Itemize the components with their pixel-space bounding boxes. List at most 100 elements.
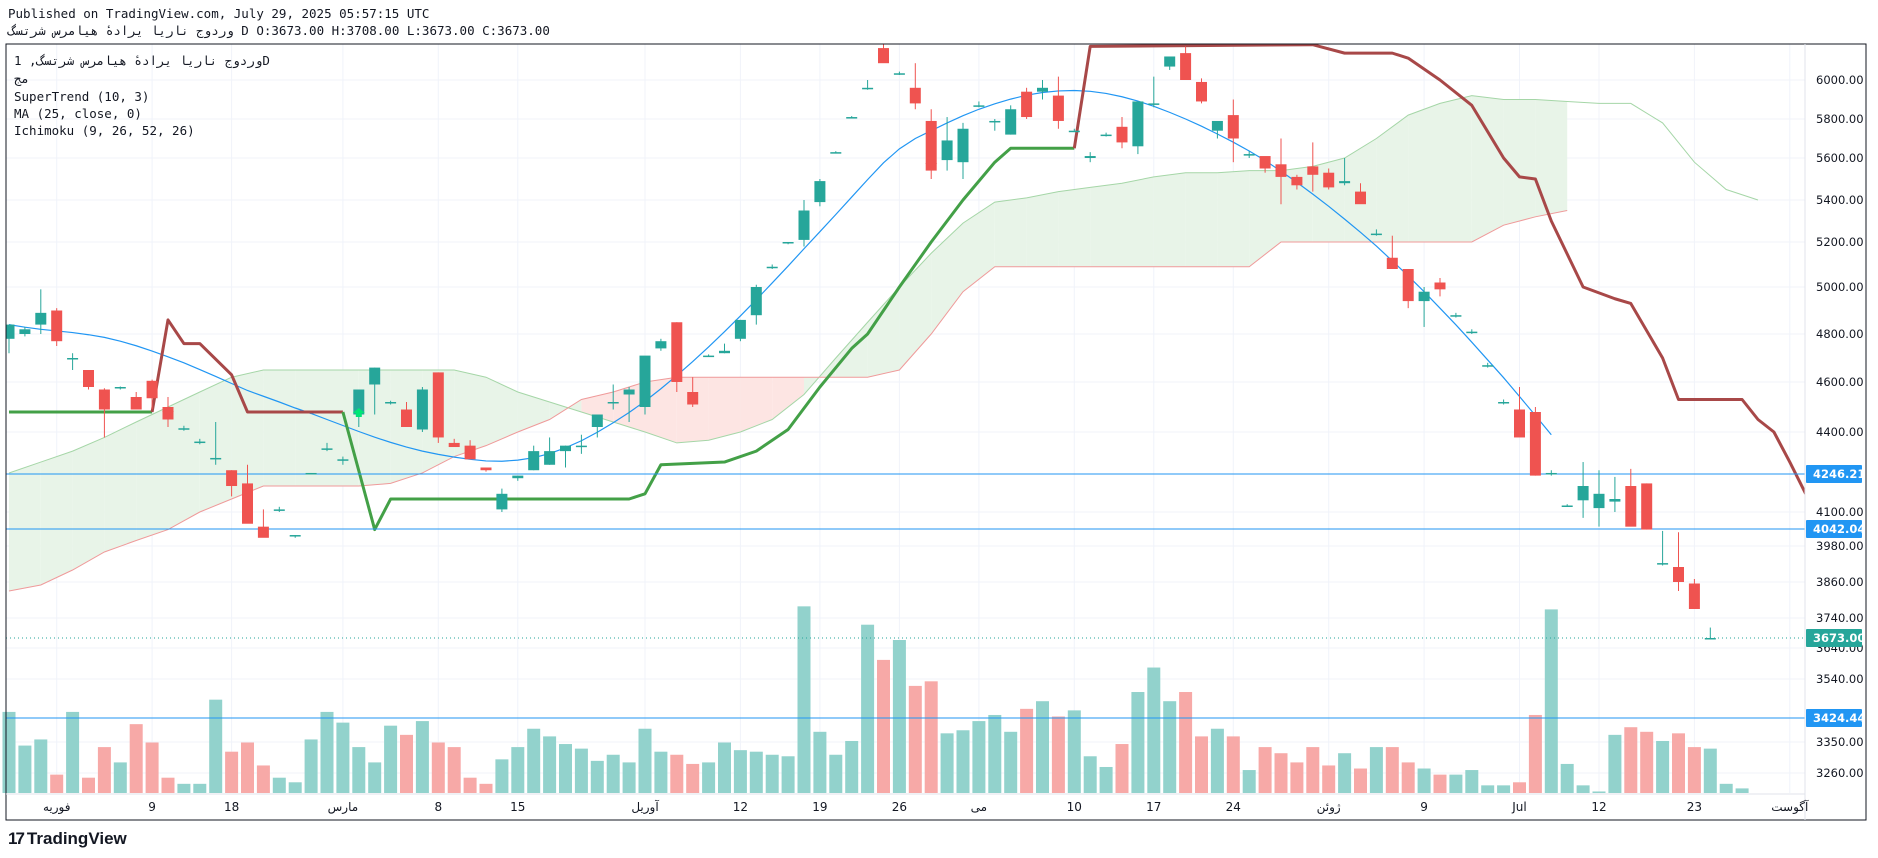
tradingview-logo-icon: 17 (8, 829, 25, 848)
volume-bar (225, 751, 239, 793)
time-tick-label: آگوست (1771, 799, 1809, 815)
volume-bar (1703, 748, 1717, 793)
candle-body (1545, 472, 1557, 475)
candle-body (1450, 315, 1462, 317)
candle-body (687, 392, 699, 405)
cloud-segment (454, 370, 486, 457)
candle-body (273, 509, 285, 511)
price-label-badge (1806, 709, 1862, 727)
candle-body (1498, 402, 1510, 404)
candle-body (1355, 191, 1366, 205)
cloud-segment (295, 370, 327, 487)
volume-bar (1656, 740, 1670, 793)
candle-body (1052, 95, 1064, 121)
cloud-segment (168, 392, 200, 530)
volume-bar (1687, 747, 1701, 793)
volume-bar (1210, 728, 1224, 793)
cloud-segment (358, 370, 391, 487)
candle-body (1005, 109, 1017, 135)
legend-ichimoku[interactable]: Ichimoku (9, 26, 52, 26) (14, 123, 195, 138)
volume-bar (733, 750, 747, 793)
candle-body (1291, 176, 1303, 186)
candle-body (1037, 87, 1048, 92)
volume-bar (1385, 747, 1399, 793)
candle-body (51, 310, 63, 342)
volume-bar (1179, 692, 1193, 793)
candle-body (1625, 486, 1637, 527)
volume-bar (320, 711, 334, 793)
cloud-segment (1217, 170, 1250, 267)
candle-body (973, 105, 985, 107)
candle-body (369, 367, 381, 385)
time-tick-label: 19 (812, 800, 827, 814)
time-tick-label: 12 (733, 800, 748, 814)
candle-body (1561, 505, 1573, 508)
tradingview-brand[interactable]: 17 TradingView (8, 829, 127, 849)
volume-bar (1147, 667, 1161, 793)
candle-body (750, 287, 762, 316)
volume-bar (2, 711, 16, 793)
time-axis: فوریه 9 18 مارس 8 15 آوریل 12 19 26 می 10 17 24 ژوئن 9 J… (43, 799, 1809, 815)
sell-signal-icon (925, 159, 938, 168)
volume-bar (431, 742, 445, 793)
candle-body (1116, 126, 1128, 143)
candle-body (830, 152, 842, 154)
candle-body (496, 493, 508, 510)
volume-bar (1497, 785, 1511, 793)
candle-body (862, 87, 874, 90)
volume-bar (1560, 763, 1574, 793)
volume-bar (1401, 762, 1415, 793)
cloud-segment (1535, 99, 1568, 217)
legend-exchange: مج (14, 71, 30, 86)
volume-bar (749, 751, 763, 793)
volume-bar (1020, 708, 1034, 793)
volume-bar (877, 659, 890, 793)
volume-bar (368, 762, 382, 793)
volume-bar (511, 747, 525, 793)
cloud-segment (263, 370, 296, 487)
volume-bar (113, 762, 127, 793)
cloud-segment (517, 392, 550, 432)
volume-bar (129, 724, 143, 793)
candle-body (560, 445, 571, 452)
legend-supertrend[interactable]: SuperTrend (10, 3) (14, 89, 150, 104)
volume-bar (18, 745, 32, 793)
cloud-segment (1185, 172, 1218, 267)
volume-bar (1513, 782, 1526, 793)
candle-body (1164, 56, 1176, 67)
supertrend-line (341, 146, 1075, 532)
sell-signal-icon (162, 407, 174, 416)
volume-bar (988, 714, 1002, 793)
volume-bar (34, 739, 48, 793)
volume-bar (813, 731, 827, 793)
candle-body (893, 73, 905, 75)
ichimoku-span-b (8, 210, 1568, 592)
candle-body (814, 181, 826, 203)
cloud-segment (740, 377, 773, 432)
candle-body (1132, 101, 1144, 147)
volume-bar (447, 747, 461, 793)
price-label-badge (1806, 629, 1862, 647)
time-tick-label: 10 (1067, 800, 1082, 814)
time-tick-label: 24 (1226, 800, 1241, 814)
cloud-segment (9, 462, 41, 591)
cloud-segment (1058, 187, 1091, 267)
volume-bar (177, 783, 191, 793)
legend-symbol: وردوج ناریا یرادهٔ هیامرس شرتسگ, 1D (14, 53, 270, 68)
candle-body (1641, 483, 1653, 530)
candle-body (114, 387, 126, 389)
volume-bar (606, 754, 620, 793)
volume-bar (574, 748, 588, 793)
volume-bar (336, 722, 350, 793)
time-tick-label: 23 (1687, 800, 1702, 814)
legend-ma[interactable]: MA (25, close, 0) (14, 106, 142, 121)
time-tick-label: 9 (1420, 800, 1428, 814)
price-label-badge (1806, 465, 1862, 483)
candle-body (798, 210, 810, 240)
volume-bar (654, 751, 668, 793)
candle-body (766, 266, 778, 269)
candle-body (130, 397, 142, 410)
volume-bar (765, 754, 779, 793)
cloud-segment (1249, 170, 1281, 267)
